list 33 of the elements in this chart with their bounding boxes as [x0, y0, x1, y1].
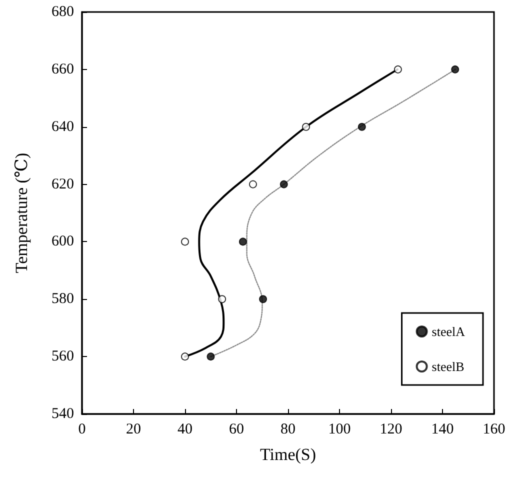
x-axis-title: Time(S) [260, 445, 316, 464]
y-tick-label: 620 [52, 176, 74, 192]
y-tick-label: 680 [52, 4, 74, 20]
point [206, 352, 215, 361]
x-tick-label: 120 [380, 422, 402, 438]
point [181, 238, 189, 246]
x-tick-label: 40 [178, 422, 192, 438]
point [358, 122, 366, 131]
y-tick-label: 540 [52, 406, 74, 422]
y-tick-label: 560 [52, 348, 74, 365]
x-tick-label: 20 [126, 422, 141, 438]
x-tick-label: 0 [78, 422, 86, 438]
point [181, 352, 189, 361]
legend-label: steelB [432, 359, 465, 374]
x-tick-label: 100 [328, 422, 351, 438]
x-tick-label: 160 [482, 422, 506, 438]
y-axis-title: Temperature (℃) [12, 152, 31, 274]
point [394, 65, 402, 74]
point [218, 295, 226, 304]
point [238, 238, 247, 246]
point [259, 295, 268, 304]
point [280, 180, 288, 188]
point [302, 122, 310, 131]
y-tick-label: 580 [52, 291, 74, 308]
x-tick-label: 80 [280, 422, 296, 438]
legend-label: steelA [432, 324, 466, 339]
point [451, 65, 460, 74]
y-tick-label: 640 [52, 118, 74, 135]
point [248, 180, 257, 188]
x-tick-label: 140 [431, 422, 454, 438]
y-tick-label: 660 [52, 61, 74, 78]
x-tick-label: 60 [229, 422, 244, 438]
y-tick-label: 600 [52, 234, 74, 250]
